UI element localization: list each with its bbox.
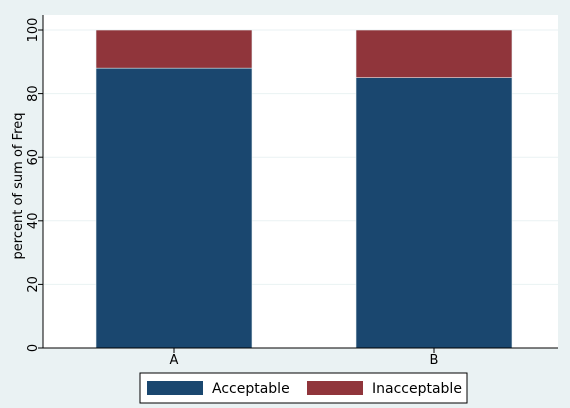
y-tick-label: 40 bbox=[26, 213, 41, 230]
y-tick-label: 20 bbox=[26, 276, 41, 293]
y-tick-label: 60 bbox=[26, 149, 41, 166]
y-tick-label: 0 bbox=[26, 344, 41, 352]
legend: Acceptable Inacceptable bbox=[139, 372, 468, 404]
bar-inacceptable-b bbox=[355, 29, 513, 79]
axes bbox=[42, 15, 558, 349]
bar-acceptable-b bbox=[355, 77, 513, 349]
x-tick-label: B bbox=[430, 353, 439, 368]
legend-box bbox=[139, 372, 468, 404]
legend-label-acceptable: Acceptable bbox=[212, 381, 290, 397]
y-tick-label: 80 bbox=[26, 85, 41, 102]
legend-swatch-inacceptable bbox=[307, 381, 363, 395]
legend-swatch-acceptable bbox=[147, 381, 203, 395]
y-axis-title: percent of sum of Freq bbox=[11, 113, 26, 260]
bars bbox=[95, 29, 513, 349]
bar-acceptable-a bbox=[95, 67, 253, 349]
x-tick-label: A bbox=[170, 353, 179, 368]
bar-inacceptable-a bbox=[95, 29, 253, 69]
y-tick-label: 100 bbox=[26, 18, 41, 43]
legend-label-inacceptable: Inacceptable bbox=[372, 381, 462, 397]
y-ticks: 0 20 40 60 80 100 bbox=[26, 18, 43, 352]
